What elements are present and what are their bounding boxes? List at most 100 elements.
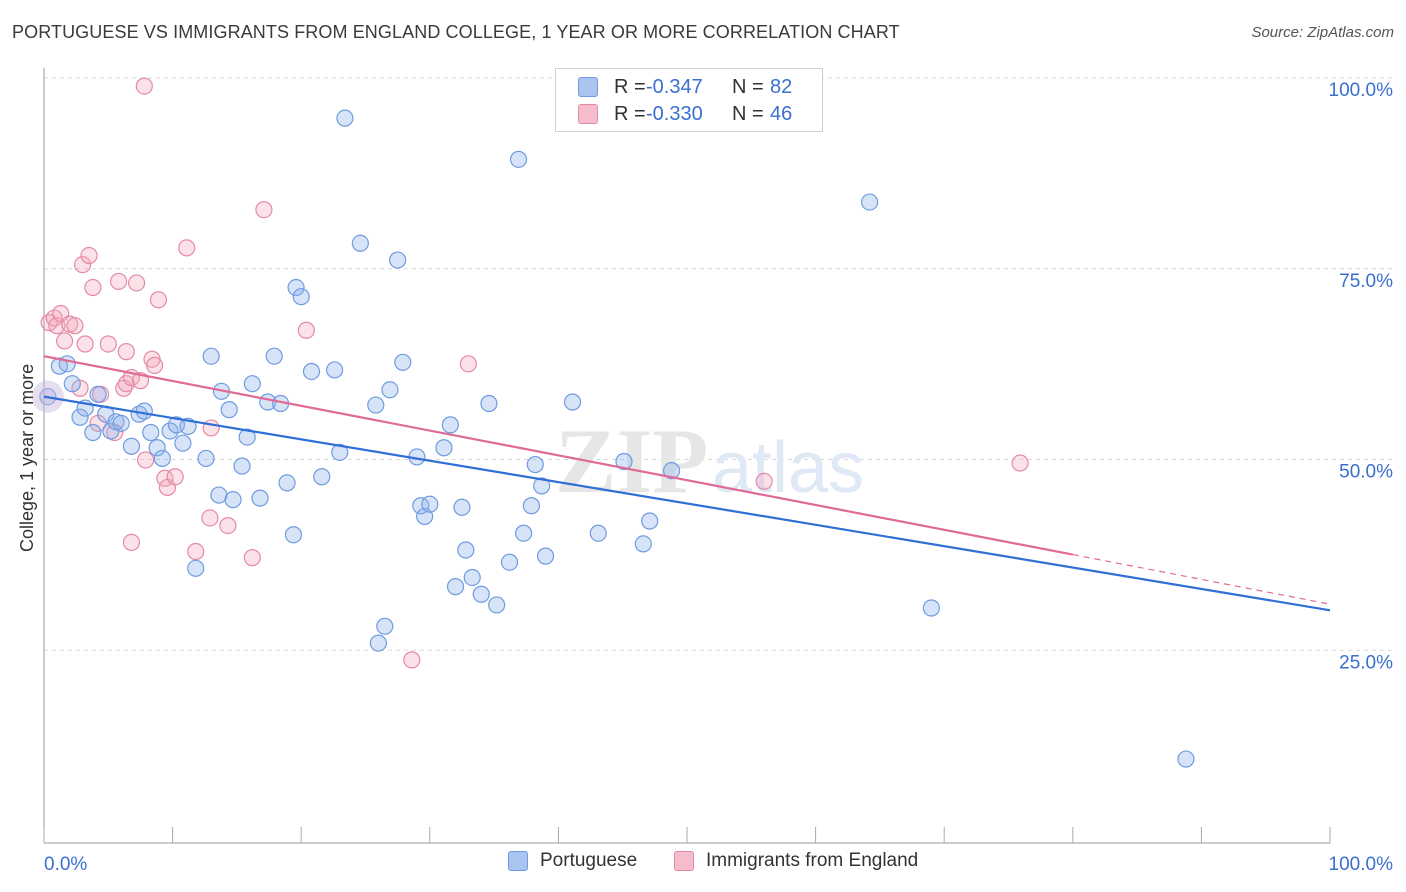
england-point (66, 317, 84, 335)
portuguese-point (326, 361, 344, 379)
portuguese-point (488, 596, 506, 614)
portuguese-point (861, 193, 879, 211)
series-immigrants-from-england (40, 77, 1029, 669)
england-point (243, 549, 261, 567)
england-point (1011, 454, 1029, 472)
england-point (84, 278, 102, 297)
portuguese-point (224, 491, 242, 509)
england-point (166, 468, 184, 486)
portuguese-point (210, 486, 228, 504)
y-tick-labels: 25.0% 50.0% 75.0% 100.0% (1329, 80, 1394, 673)
portuguese-point (634, 535, 652, 553)
england-point (297, 321, 315, 339)
england-point (136, 451, 155, 469)
legend-item-england[interactable]: Immigrants from England (674, 850, 918, 872)
portuguese-point (238, 428, 256, 446)
y-tick-label: 25.0% (1339, 652, 1393, 673)
england-point (255, 201, 273, 219)
england-point (219, 516, 237, 535)
portuguese-point (500, 553, 519, 571)
portuguese-point (58, 355, 76, 373)
portuguese-point (153, 449, 171, 468)
trend-line-portuguese (43, 395, 1331, 612)
portuguese-point (292, 288, 310, 306)
portuguese-point (179, 417, 197, 436)
england-point (122, 533, 141, 551)
portuguese-point (369, 634, 387, 652)
portuguese-point (509, 150, 528, 168)
england-point (459, 355, 477, 373)
y-axis-title: College, 1 year or more (17, 363, 37, 552)
trend-lines (43, 355, 1331, 612)
portuguese-point (135, 402, 153, 420)
portuguese-point (63, 375, 81, 393)
portuguese-point (1177, 750, 1195, 768)
portuguese-point (515, 524, 533, 542)
portuguese-point (174, 434, 192, 452)
x-tick-label: 100.0% (1329, 854, 1394, 875)
watermark: ZIP atlas (555, 410, 864, 512)
portuguese-point (112, 414, 130, 432)
portuguese-point (536, 547, 555, 565)
r-value: -0.347 (646, 75, 703, 98)
legend-swatch-portuguese (508, 851, 528, 871)
england-point (187, 542, 205, 561)
legend-swatch-portuguese (578, 77, 598, 97)
x-tick-labels: 0.0% 100.0% (44, 854, 1393, 875)
portuguese-point (331, 443, 349, 461)
england-point (76, 335, 94, 353)
england-point (109, 272, 128, 291)
portuguese-point (522, 497, 540, 515)
portuguese-point (615, 452, 633, 471)
stats-legend: R = -0.347 N = 82 R = -0.330 N = 46 (555, 68, 823, 132)
portuguese-point (265, 347, 283, 365)
portuguese-point (662, 462, 681, 480)
england-point (135, 77, 153, 95)
source-label: Source: ZipAtlas.com (1251, 24, 1394, 41)
y-tick-label: 100.0% (1329, 80, 1394, 101)
portuguese-point (161, 422, 179, 440)
portuguese-point (463, 568, 481, 587)
portuguese-point (284, 526, 303, 544)
portuguese-point (302, 362, 321, 381)
legend-item-portuguese[interactable]: Portuguese (508, 850, 637, 872)
portuguese-point (421, 495, 439, 513)
england-point (73, 256, 92, 274)
portuguese-point (278, 474, 296, 492)
portuguese-point (233, 457, 251, 475)
r-value: -0.330 (646, 102, 703, 125)
portuguese-point (142, 423, 160, 442)
portuguese-point (641, 512, 659, 530)
portuguese-point (220, 401, 238, 419)
legend-label-portuguese: Portuguese (540, 850, 638, 871)
portuguese-point (187, 559, 205, 577)
portuguese-point (84, 423, 102, 442)
portuguese-point (453, 498, 471, 516)
portuguese-point (243, 375, 261, 393)
portuguese-point (122, 437, 141, 455)
portuguese-point (367, 396, 385, 414)
portuguese-point (148, 439, 166, 457)
portuguese-point (533, 477, 551, 495)
x-tick-label: 0.0% (44, 854, 87, 875)
r-label: R = (614, 75, 646, 98)
england-point (145, 356, 164, 374)
n-label: N = (732, 102, 764, 125)
trend-line-england-extension (1072, 553, 1331, 605)
portuguese-point (336, 109, 354, 127)
portuguese-point (922, 599, 940, 617)
portuguese-point (89, 385, 107, 403)
portuguese-point (376, 617, 394, 635)
legend-label-england: Immigrants from England (706, 850, 919, 871)
portuguese-point (202, 347, 220, 365)
england-point (99, 335, 117, 353)
england-point (149, 291, 168, 309)
portuguese-point (446, 578, 465, 596)
y-tick-label: 75.0% (1339, 271, 1393, 292)
portuguese-point (457, 541, 475, 559)
portuguese-point (71, 408, 89, 426)
england-point (127, 274, 146, 292)
chart-title: PORTUGUESE VS IMMIGRANTS FROM ENGLAND CO… (12, 22, 900, 42)
england-point (403, 651, 421, 669)
